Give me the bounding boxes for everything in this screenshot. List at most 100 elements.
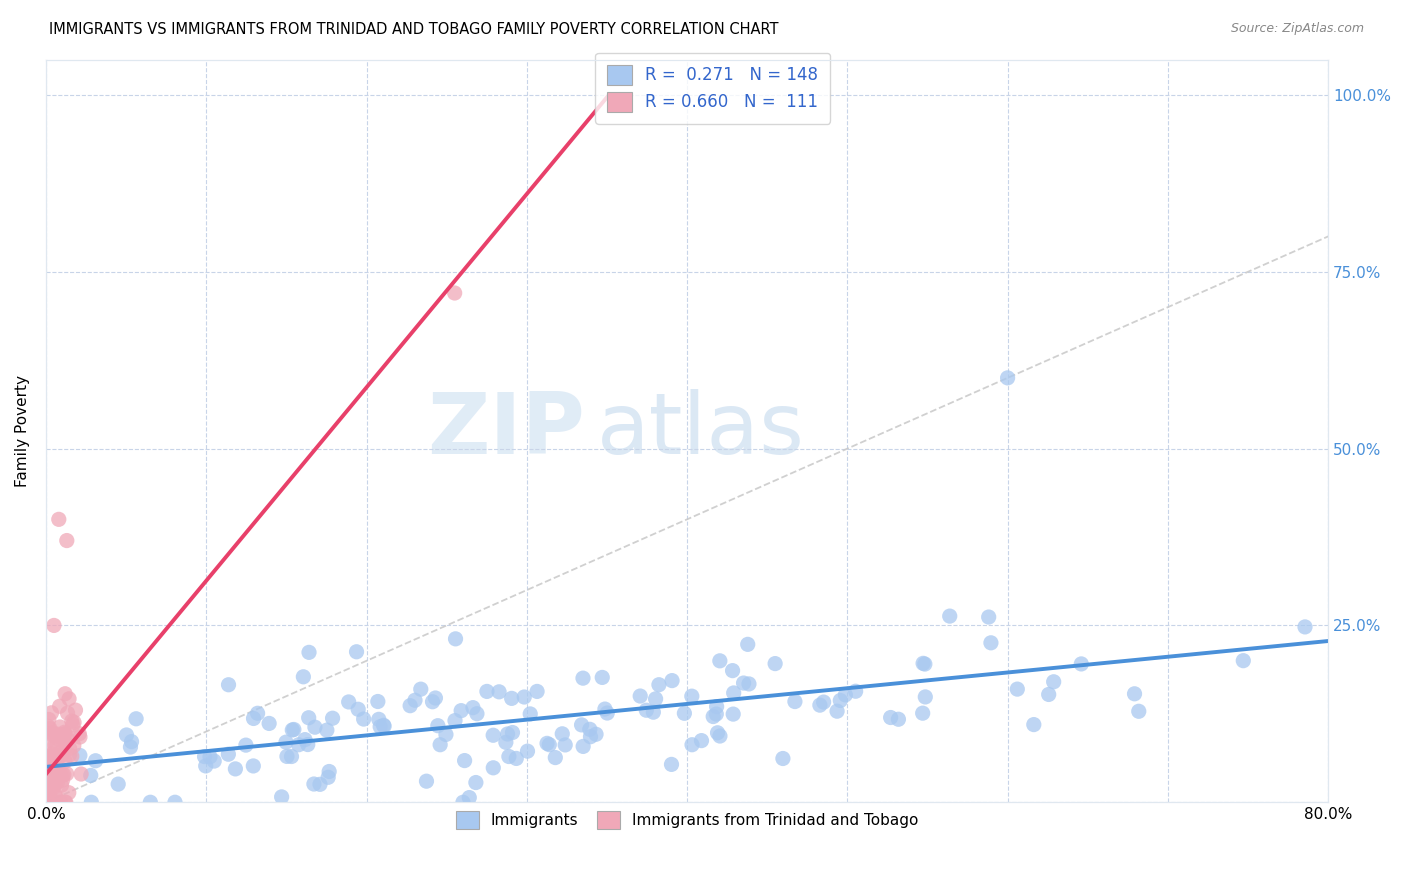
Point [276, 749, 298, 764]
Point [458, 790, 481, 805]
Point [39, 795, 62, 809]
Point [347, 702, 370, 716]
Point [399, 698, 422, 713]
Point [52, 773, 75, 788]
Point [673, 706, 696, 721]
Point [38, 749, 60, 764]
Point [39, 795, 62, 809]
Point [585, 727, 607, 741]
Point [42, 795, 65, 809]
Point [482, 761, 505, 775]
Point [495, 735, 517, 749]
Point [242, 759, 264, 773]
Point [302, 777, 325, 791]
Point [257, 716, 280, 731]
Point [572, 739, 595, 754]
Point [1232, 654, 1254, 668]
Point [48, 746, 70, 760]
Point [661, 757, 683, 772]
Point [58, 786, 80, 800]
Point [681, 738, 703, 752]
Point [44, 772, 66, 786]
Point [721, 707, 744, 722]
Point [316, 770, 339, 784]
Point [37, 795, 59, 809]
Point [283, 723, 305, 737]
Point [60, 749, 83, 764]
Point [444, 632, 467, 646]
Point [318, 764, 340, 779]
Point [337, 695, 360, 709]
Point [544, 750, 567, 764]
Point [38, 713, 60, 727]
Point [41, 728, 63, 742]
Point [53, 727, 76, 741]
Point [315, 723, 337, 738]
Point [45, 773, 67, 788]
Point [911, 706, 934, 721]
Point [46, 776, 69, 790]
Point [49, 720, 72, 734]
Point [115, 728, 138, 742]
Point [49, 729, 72, 743]
Point [465, 706, 488, 721]
Point [42, 795, 65, 809]
Point [39, 751, 62, 765]
Point [914, 690, 936, 704]
Text: atlas: atlas [598, 390, 806, 473]
Point [42, 795, 65, 809]
Point [39, 795, 62, 809]
Point [834, 688, 856, 702]
Point [554, 738, 576, 752]
Point [53, 755, 76, 769]
Point [163, 795, 186, 809]
Point [648, 678, 671, 692]
Point [738, 677, 761, 691]
Point [63, 715, 86, 730]
Point [41, 747, 63, 761]
Point [501, 725, 523, 739]
Point [579, 730, 602, 744]
Point [593, 702, 616, 716]
Point [309, 777, 332, 791]
Point [37, 789, 59, 803]
Point [444, 714, 467, 728]
Point [721, 664, 744, 678]
Point [409, 682, 432, 697]
Point [218, 678, 240, 692]
Point [48, 699, 70, 714]
Point [426, 719, 449, 733]
Legend: Immigrants, Immigrants from Trinidad and Tobago: Immigrants, Immigrants from Trinidad and… [450, 805, 925, 836]
Point [281, 723, 304, 737]
Point [37, 719, 59, 733]
Point [346, 645, 368, 659]
Point [914, 657, 936, 671]
Point [41, 795, 63, 809]
Point [41, 726, 63, 740]
Point [41, 706, 63, 720]
Point [49, 767, 72, 781]
Point [53, 725, 76, 739]
Point [280, 749, 302, 764]
Point [84, 754, 107, 768]
Point [938, 609, 960, 624]
Point [120, 739, 142, 754]
Point [44, 738, 66, 752]
Point [194, 759, 217, 773]
Text: IMMIGRANTS VS IMMIGRANTS FROM TRINIDAD AND TOBAGO FAMILY POVERTY CORRELATION CHA: IMMIGRANTS VS IMMIGRANTS FROM TRINIDAD A… [49, 22, 779, 37]
Text: ZIP: ZIP [427, 390, 585, 473]
Point [1294, 620, 1316, 634]
Point [65, 703, 87, 717]
Point [1070, 657, 1092, 671]
Point [451, 795, 474, 809]
Point [38, 795, 60, 809]
Point [35, 793, 58, 807]
Point [55, 795, 77, 809]
Point [44, 788, 66, 802]
Point [297, 738, 319, 752]
Point [292, 670, 315, 684]
Point [453, 754, 475, 768]
Point [235, 738, 257, 752]
Point [62, 739, 84, 753]
Point [571, 718, 593, 732]
